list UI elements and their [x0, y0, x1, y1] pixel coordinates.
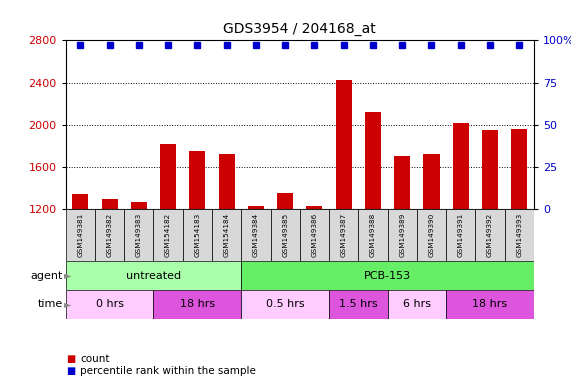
Bar: [417, 209, 446, 261]
Bar: [359, 209, 388, 261]
Bar: [131, 202, 147, 209]
Bar: [66, 261, 241, 290]
Bar: [271, 209, 300, 261]
Text: GSM154184: GSM154184: [224, 213, 230, 257]
Bar: [248, 206, 264, 209]
Bar: [190, 151, 206, 209]
Text: ►: ►: [64, 270, 71, 281]
Bar: [307, 206, 323, 209]
Bar: [66, 290, 154, 319]
Text: GSM149389: GSM149389: [399, 213, 405, 257]
Bar: [300, 209, 329, 261]
Bar: [95, 209, 124, 261]
Bar: [424, 154, 440, 209]
Text: GSM149381: GSM149381: [77, 213, 83, 257]
Bar: [511, 129, 527, 209]
Text: agent: agent: [30, 270, 63, 281]
Text: GSM149392: GSM149392: [487, 213, 493, 257]
Bar: [365, 112, 381, 209]
Bar: [241, 209, 271, 261]
Text: ■: ■: [66, 366, 75, 376]
Text: 6 hrs: 6 hrs: [403, 299, 431, 310]
Bar: [453, 123, 469, 209]
Text: GSM154182: GSM154182: [165, 213, 171, 257]
Bar: [336, 81, 352, 209]
Text: GDS3954 / 204168_at: GDS3954 / 204168_at: [223, 23, 376, 36]
Bar: [446, 209, 475, 261]
Text: PCB-153: PCB-153: [364, 270, 411, 281]
Bar: [102, 199, 118, 209]
Bar: [241, 261, 534, 290]
Text: GSM149393: GSM149393: [516, 213, 522, 257]
Text: count: count: [80, 354, 110, 364]
Bar: [394, 157, 410, 209]
Text: GSM149384: GSM149384: [253, 213, 259, 257]
Bar: [160, 144, 176, 209]
Text: GSM149390: GSM149390: [428, 213, 435, 257]
Text: ■: ■: [66, 354, 75, 364]
Text: 18 hrs: 18 hrs: [472, 299, 508, 310]
Text: 0 hrs: 0 hrs: [95, 299, 123, 310]
Bar: [183, 209, 212, 261]
Bar: [388, 290, 446, 319]
Text: GSM149382: GSM149382: [107, 213, 112, 257]
Text: GSM149388: GSM149388: [370, 213, 376, 257]
Text: time: time: [38, 299, 63, 310]
Text: GSM149391: GSM149391: [458, 213, 464, 257]
Bar: [219, 154, 235, 209]
Bar: [73, 195, 89, 209]
Bar: [329, 209, 359, 261]
Text: 1.5 hrs: 1.5 hrs: [339, 299, 377, 310]
Bar: [212, 209, 241, 261]
Text: GSM154183: GSM154183: [194, 213, 200, 257]
Text: untreated: untreated: [126, 270, 181, 281]
Bar: [241, 290, 329, 319]
Bar: [154, 290, 241, 319]
Text: 0.5 hrs: 0.5 hrs: [266, 299, 304, 310]
Text: 18 hrs: 18 hrs: [180, 299, 215, 310]
Bar: [505, 209, 534, 261]
Text: percentile rank within the sample: percentile rank within the sample: [80, 366, 256, 376]
Text: GSM149383: GSM149383: [136, 213, 142, 257]
Bar: [277, 194, 293, 209]
Text: GSM149385: GSM149385: [282, 213, 288, 257]
Bar: [446, 290, 534, 319]
Bar: [124, 209, 154, 261]
Text: ►: ►: [64, 299, 71, 310]
Bar: [66, 209, 95, 261]
Bar: [388, 209, 417, 261]
Bar: [475, 209, 505, 261]
Bar: [482, 130, 498, 209]
Bar: [329, 290, 388, 319]
Bar: [154, 209, 183, 261]
Text: GSM149386: GSM149386: [311, 213, 317, 257]
Text: GSM149387: GSM149387: [341, 213, 347, 257]
